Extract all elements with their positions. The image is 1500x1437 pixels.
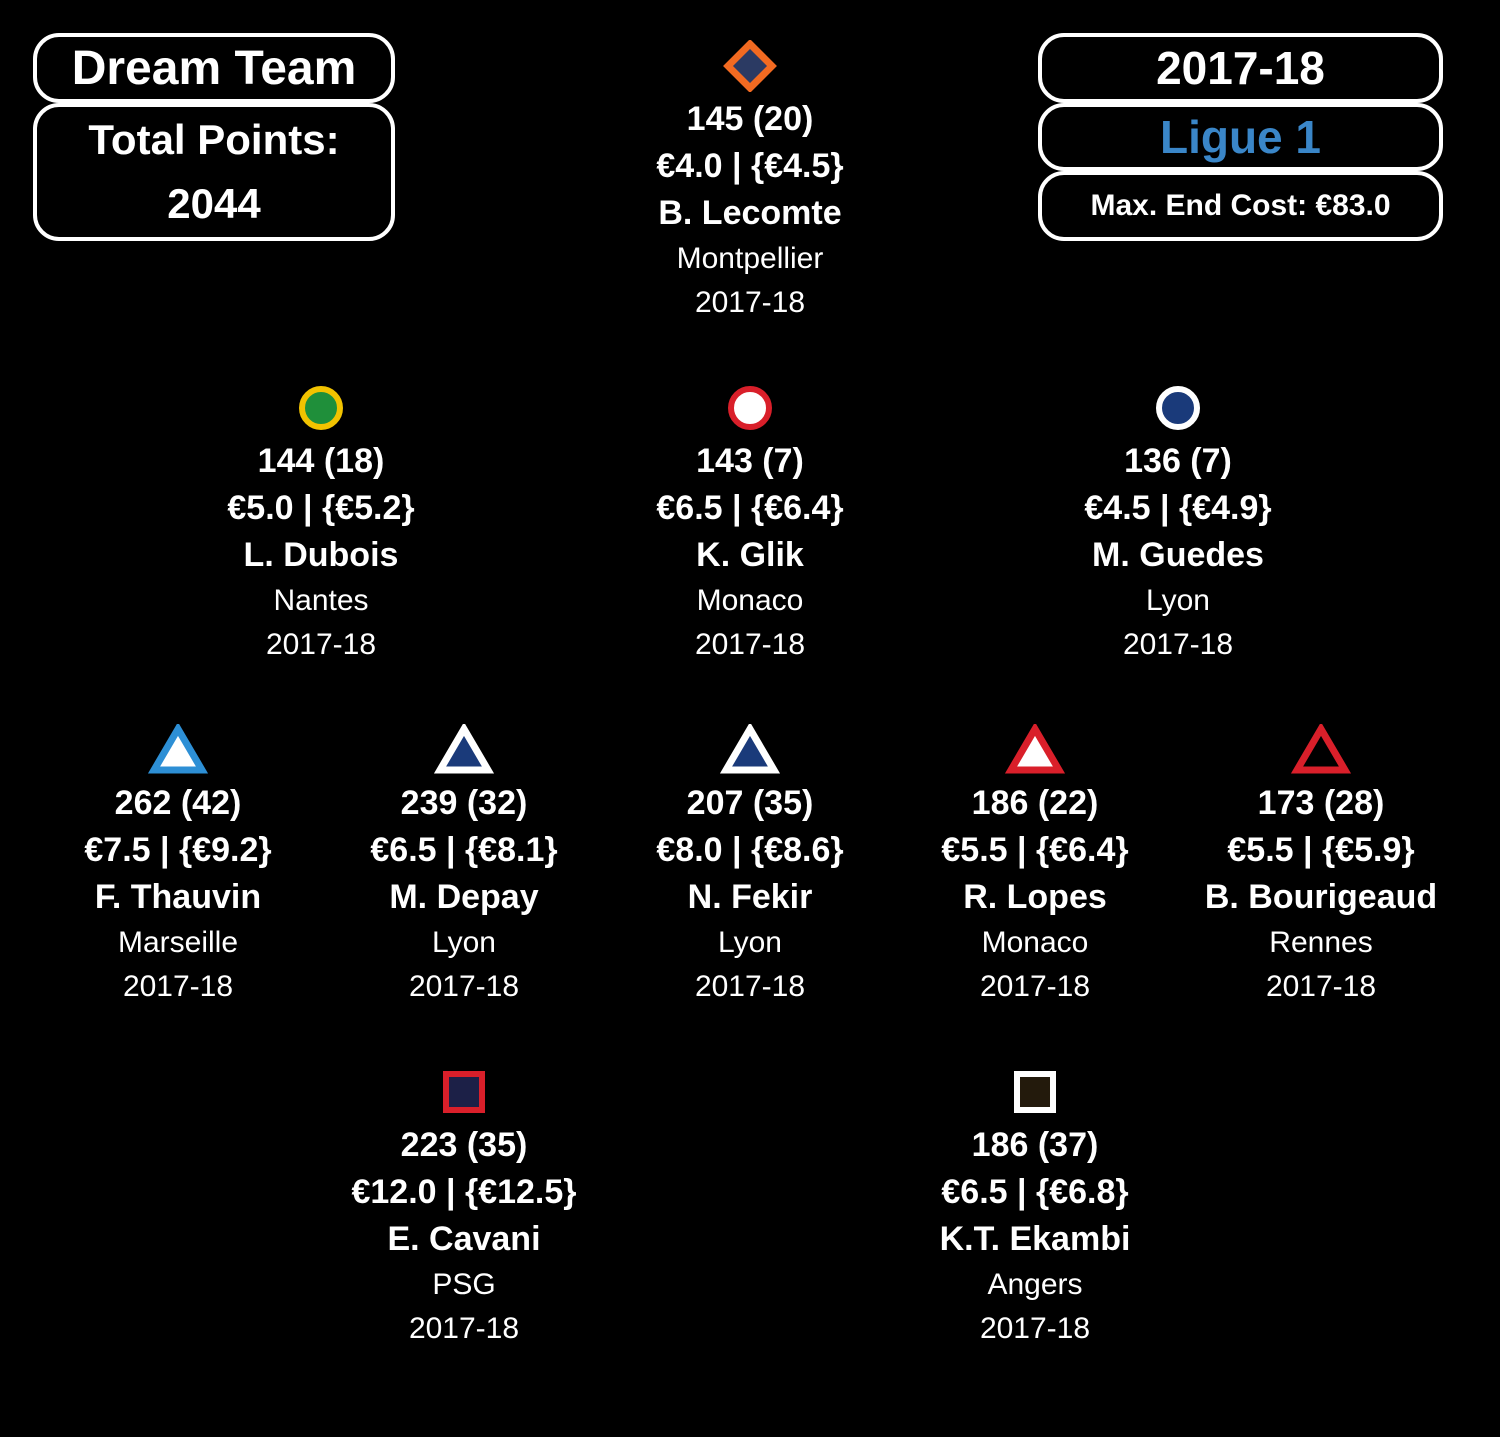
player-card-cavani: 223 (35) €12.0 | {€12.5} E. Cavani PSG 2… [314,1066,614,1351]
player-price: €6.5 | {€6.4} [656,489,844,527]
player-card-fekir: 207 (35) €8.0 | {€8.6} N. Fekir Lyon 201… [600,724,900,1009]
triangle-icon [1005,724,1065,776]
player-season: 2017-18 [979,970,1091,1003]
player-name: E. Cavani [387,1220,541,1258]
league-label: Ligue 1 [1159,111,1322,163]
player-season: 2017-18 [694,628,806,661]
player-card-lopes: 186 (22) €5.5 | {€6.4} R. Lopes Monaco 2… [885,724,1185,1009]
square-icon [434,1066,494,1118]
player-price: €8.0 | {€8.6} [656,831,844,869]
player-points: 143 (7) [696,442,804,480]
player-name: K.T. Ekambi [939,1220,1131,1258]
team-title: Dream Team [71,41,357,95]
circle-icon [291,382,351,434]
player-name: F. Thauvin [94,878,262,916]
player-price: €4.0 | {€4.5} [656,147,844,185]
player-name: R. Lopes [963,878,1107,916]
circle-icon [720,382,780,434]
player-team: PSG [432,1268,496,1301]
player-season: 2017-18 [1265,970,1377,1003]
square-icon [1005,1066,1065,1118]
player-points: 186 (37) [971,1126,1099,1164]
player-card-dubois: 144 (18) €5.0 | {€5.2} L. Dubois Nantes … [171,382,471,667]
player-card-guedes: 136 (7) €4.5 | {€4.9} M. Guedes Lyon 201… [1028,382,1328,667]
player-card-ekambi: 186 (37) €6.5 | {€6.8} K.T. Ekambi Anger… [885,1066,1185,1351]
season-label: 2017-18 [1156,42,1325,94]
player-points: 239 (32) [400,784,528,822]
player-card-glik: 143 (7) €6.5 | {€6.4} K. Glik Monaco 201… [600,382,900,667]
player-price: €6.5 | {€6.8} [941,1173,1129,1211]
triangle-icon [148,724,208,776]
player-season: 2017-18 [265,628,377,661]
player-card-thauvin: 262 (42) €7.5 | {€9.2} F. Thauvin Marsei… [28,724,328,1009]
player-team: Monaco [696,584,804,617]
player-name: K. Glik [696,536,804,574]
player-team: Marseille [117,926,239,959]
player-name: L. Dubois [243,536,399,574]
player-points: 186 (22) [971,784,1099,822]
player-season: 2017-18 [979,1312,1091,1345]
total-points-label: Total Points: [88,116,340,163]
max-cost-label: Max. End Cost: €83.0 [1090,189,1391,222]
player-team: Lyon [718,926,782,959]
player-points: 223 (35) [400,1126,528,1164]
player-price: €6.5 | {€8.1} [370,831,558,869]
player-team: Lyon [432,926,496,959]
player-name: M. Depay [389,878,539,916]
player-points: 145 (20) [686,100,814,138]
player-season: 2017-18 [694,970,806,1003]
player-points: 173 (28) [1257,784,1385,822]
team-title-box: Dream Team [33,33,395,103]
player-season: 2017-18 [122,970,234,1003]
triangle-icon [434,724,494,776]
player-points: 136 (7) [1124,442,1232,480]
circle-icon [1148,382,1208,434]
player-points: 262 (42) [114,784,242,822]
player-team: Lyon [1146,584,1210,617]
league-box: Ligue 1 [1038,103,1443,171]
player-price: €4.5 | {€4.9} [1084,489,1272,527]
diamond-icon [720,40,780,92]
player-season: 2017-18 [408,970,520,1003]
player-name: M. Guedes [1092,536,1264,574]
player-name: N. Fekir [687,878,813,916]
player-name: B. Bourigeaud [1204,878,1438,916]
player-price: €5.5 | {€5.9} [1227,831,1415,869]
triangle-icon [720,724,780,776]
player-price: €7.5 | {€9.2} [84,831,272,869]
player-price: €5.0 | {€5.2} [227,489,415,527]
player-season: 2017-18 [408,1312,520,1345]
max-cost-box: Max. End Cost: €83.0 [1038,171,1443,241]
player-team: Montpellier [676,242,824,275]
player-card-bourigeaud: 173 (28) €5.5 | {€5.9} B. Bourigeaud Ren… [1171,724,1471,1009]
player-card-depay: 239 (32) €6.5 | {€8.1} M. Depay Lyon 201… [314,724,614,1009]
player-card-lecomte: 145 (20) €4.0 | {€4.5} B. Lecomte Montpe… [600,40,900,325]
player-name: B. Lecomte [658,194,842,232]
player-price: €12.0 | {€12.5} [351,1173,577,1211]
player-team: Angers [987,1268,1083,1301]
player-team: Rennes [1269,926,1373,959]
player-season: 2017-18 [1122,628,1234,661]
player-team: Monaco [981,926,1089,959]
total-points-value: 2044 [167,180,261,227]
player-season: 2017-18 [694,286,806,319]
season-box: 2017-18 [1038,33,1443,103]
player-price: €5.5 | {€6.4} [941,831,1129,869]
triangle-icon [1291,724,1351,776]
player-points: 207 (35) [686,784,814,822]
total-points-box: Total Points: 2044 [33,103,395,241]
player-points: 144 (18) [257,442,385,480]
player-team: Nantes [273,584,369,617]
